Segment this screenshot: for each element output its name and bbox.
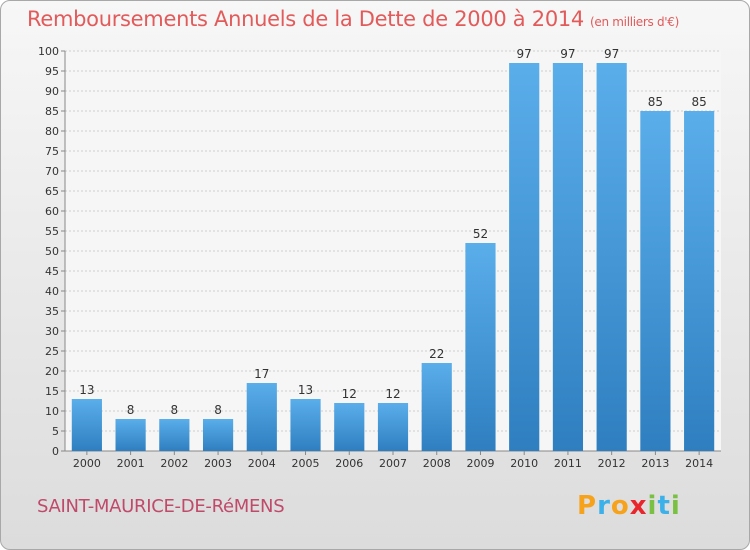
y-tick-label: 35 — [45, 305, 59, 318]
y-tick-label: 80 — [45, 125, 59, 138]
commune-name: SAINT-MAURICE-DE-RéMENS — [37, 496, 285, 517]
y-tick-label: 90 — [45, 85, 59, 98]
x-tick-label: 2010 — [510, 457, 538, 470]
y-tick-label: 15 — [45, 385, 59, 398]
bar — [334, 403, 365, 451]
bar — [684, 111, 715, 451]
y-tick-label: 60 — [45, 205, 59, 218]
x-tick-label: 2006 — [335, 457, 363, 470]
bar-value-label: 12 — [385, 387, 400, 401]
bar-value-label: 12 — [342, 387, 357, 401]
y-tick-label: 40 — [45, 285, 59, 298]
bar — [246, 383, 277, 451]
x-tick-label: 2002 — [160, 457, 188, 470]
bar-value-label: 8 — [171, 403, 179, 417]
x-tick-label: 2012 — [598, 457, 626, 470]
y-tick-label: 45 — [45, 265, 59, 278]
chart-unit: (en milliers d'€) — [590, 15, 680, 29]
bar — [159, 419, 190, 451]
bar-value-label: 17 — [254, 367, 269, 381]
bar — [202, 419, 234, 451]
bar — [465, 243, 496, 451]
y-tick-label: 75 — [45, 145, 59, 158]
bar-value-label: 8 — [214, 403, 222, 417]
logo-letter: r — [597, 491, 611, 521]
x-tick-label: 2013 — [641, 457, 669, 470]
y-tick-label: 30 — [45, 325, 59, 338]
y-tick-label: 65 — [45, 185, 59, 198]
chart-title: Remboursements Annuels de la Dette de 20… — [27, 7, 679, 31]
x-tick-label: 2007 — [379, 457, 407, 470]
y-tick-label: 55 — [45, 225, 59, 238]
x-tick-label: 2008 — [423, 457, 451, 470]
y-tick-label: 100 — [38, 45, 59, 58]
y-tick-label: 10 — [45, 405, 59, 418]
logo-letter: P — [577, 491, 598, 521]
y-tick-label: 50 — [45, 245, 59, 258]
bar-value-label: 85 — [691, 95, 706, 109]
chart-title-text: Remboursements Annuels de la Dette de 20… — [27, 7, 584, 31]
y-tick-label: 0 — [52, 445, 59, 458]
bar — [552, 63, 584, 451]
logo-letter: i — [647, 491, 658, 521]
bar — [421, 363, 452, 451]
y-tick-label: 25 — [45, 345, 59, 358]
y-tick-label: 20 — [45, 365, 59, 378]
bar-value-label: 97 — [517, 47, 532, 61]
bar-value-label: 97 — [604, 47, 619, 61]
bar — [290, 399, 321, 451]
x-tick-label: 2011 — [554, 457, 582, 470]
x-tick-label: 2009 — [466, 457, 494, 470]
bar — [377, 403, 409, 451]
y-tick-label: 95 — [45, 65, 59, 78]
x-tick-label: 2014 — [685, 457, 713, 470]
bar-value-label: 13 — [298, 383, 313, 397]
bar-value-label: 85 — [648, 95, 663, 109]
y-tick-label: 5 — [52, 425, 59, 438]
bar — [596, 63, 627, 451]
logo-letter: x — [629, 491, 648, 521]
bar-value-label: 8 — [127, 403, 135, 417]
x-tick-label: 2005 — [292, 457, 320, 470]
proxiti-logo: Proxiti — [577, 491, 681, 521]
x-tick-label: 2000 — [73, 457, 101, 470]
y-tick-label: 85 — [45, 105, 59, 118]
bar — [640, 111, 671, 451]
logo-letter: o — [610, 491, 630, 521]
bar-value-label: 52 — [473, 227, 488, 241]
bar-value-label: 13 — [79, 383, 94, 397]
y-tick-label: 70 — [45, 165, 59, 178]
logo-letter: t — [657, 491, 671, 521]
x-tick-label: 2004 — [248, 457, 276, 470]
bar-value-label: 97 — [560, 47, 575, 61]
bar — [71, 399, 102, 451]
bar — [115, 419, 146, 451]
bar-value-label: 22 — [429, 347, 444, 361]
logo-letter: i — [670, 491, 681, 521]
x-tick-label: 2001 — [117, 457, 145, 470]
x-tick-label: 2003 — [204, 457, 232, 470]
bar — [509, 63, 540, 451]
